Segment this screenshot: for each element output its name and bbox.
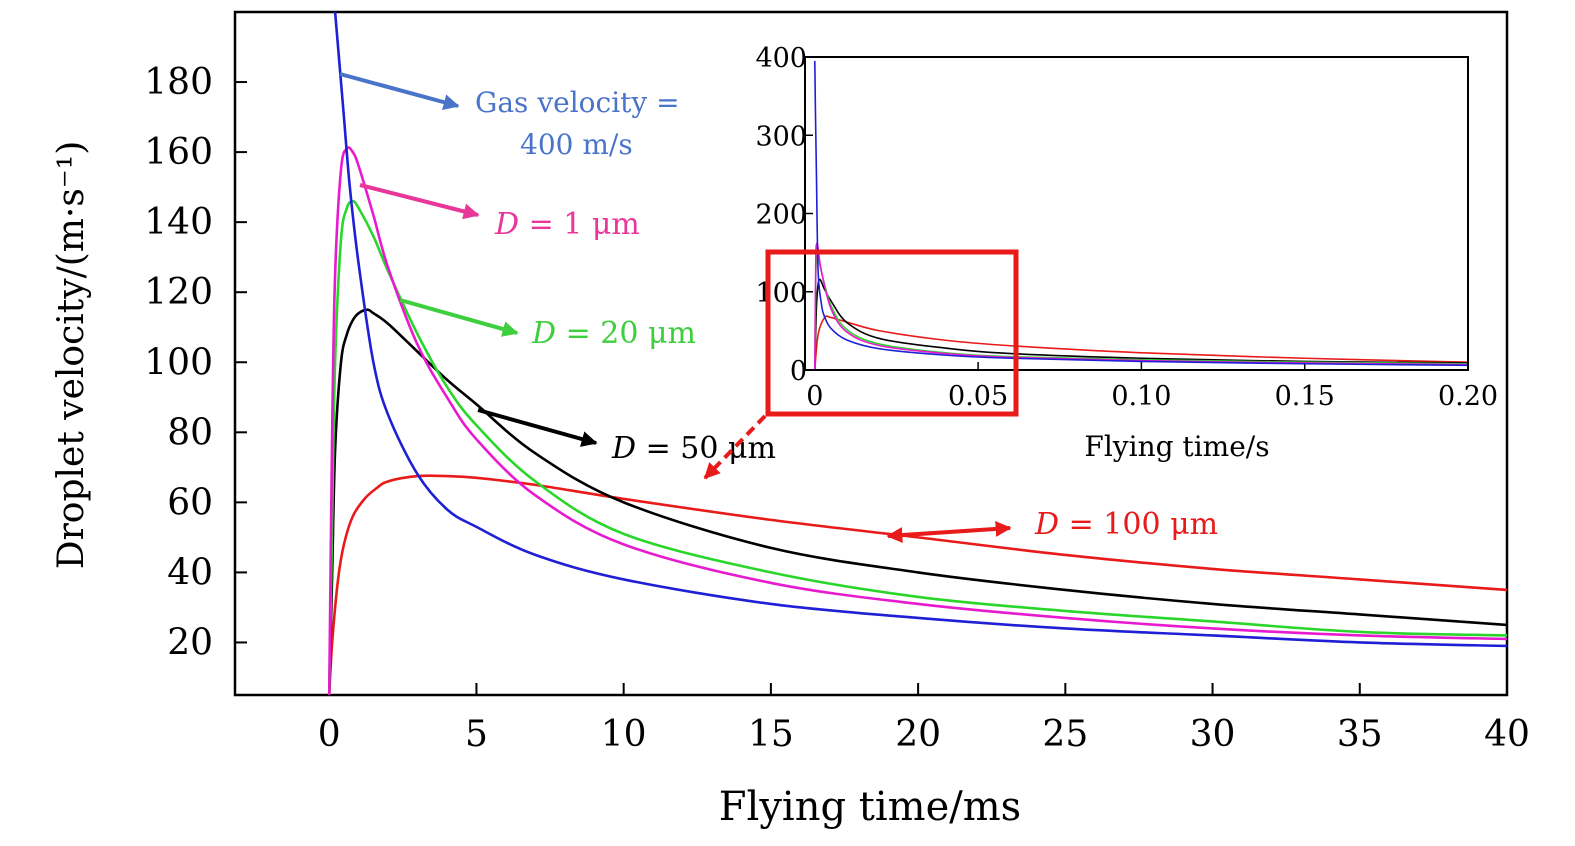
main-x-tick-label: 30: [1190, 714, 1236, 755]
main-series: [327, 12, 1507, 695]
main-x-tick-label: 35: [1337, 714, 1383, 755]
annotation-d1: D = 1 μm: [359, 183, 640, 242]
inset-y-tick-label: 400: [755, 43, 807, 74]
inset-x-tick-label: 0.20: [1438, 381, 1498, 412]
zoom-dashed-arrow: [703, 414, 767, 480]
annotation-d1-text: D = 1 μm: [494, 207, 640, 242]
inset-y-tick-label: 100: [755, 278, 807, 309]
inset-background: [805, 57, 1468, 370]
main-y-tick-label: 80: [167, 412, 213, 453]
inset-x-tick-label: 0.15: [1275, 381, 1335, 412]
main-y-axis-label: Droplet velocity/(m·s⁻¹): [51, 141, 92, 570]
main-series-line-2: [327, 199, 1507, 695]
main-x-tick-label: 15: [748, 714, 794, 755]
inset-plot-frame: [804, 56, 1469, 371]
annotation-arrow-d50: [477, 408, 598, 447]
annotation-d100-text: D = 100 μm: [1034, 507, 1218, 542]
main-y-tick-label: 100: [144, 342, 213, 383]
inset-y-tick-label: 300: [755, 121, 807, 152]
main-y-tick-label: 160: [144, 132, 213, 173]
annotation-arrow-d100: [886, 520, 1012, 544]
inset-x-tick-label: 0.10: [1111, 381, 1171, 412]
annotation-gas-line1: Gas velocity =: [475, 86, 680, 119]
annotation-arrow-gas: [339, 72, 460, 110]
annotation-d50: D = 50 μm: [477, 408, 776, 466]
annotation-gas-line2: 400 m/s: [520, 128, 633, 161]
main-x-tick-label: 5: [465, 714, 488, 755]
main-series-line-4: [327, 474, 1507, 695]
annotation-d50-text: D = 50 μm: [611, 431, 776, 466]
main-y-tick-label: 20: [167, 622, 213, 663]
main-y-tick-label: 180: [144, 62, 213, 103]
main-x-tick-label: 25: [1042, 714, 1088, 755]
annotation-gas-velocity: Gas velocity = 400 m/s: [339, 72, 680, 161]
main-y-tick-label: 120: [144, 272, 213, 313]
main-x-tick-label: 10: [601, 714, 647, 755]
main-x-axis-label: Flying time/ms: [719, 784, 1021, 830]
main-x-tick-label: 40: [1484, 714, 1530, 755]
annotation-d20-text: D = 20 μm: [531, 316, 696, 351]
inset-y-tick-label: 0: [790, 356, 807, 387]
inset-series-line-0: [814, 60, 1468, 367]
main-x-tick-label: 20: [895, 714, 941, 755]
main-plot-frame: [233, 10, 1509, 697]
annotation-d100: D = 100 μm: [886, 507, 1218, 544]
inset-x-axis-label: Flying time/s: [1084, 430, 1269, 463]
inset-ticks: 0 0.05 0.10 0.15 0.20 0 100 200 300 400: [755, 43, 1498, 412]
inset-x-tick-label: 0.05: [948, 381, 1008, 412]
annotation-arrow-d1: [359, 183, 480, 220]
main-y-tick-label: 40: [167, 552, 213, 593]
main-y-tick-label: 60: [167, 482, 213, 523]
main-series-line-3: [327, 308, 1507, 695]
zoom-highlight-box: [765, 249, 1019, 417]
main-series-line-1: [327, 146, 1507, 695]
main-ticks: 0 5 10 15 20 25 30 35 40 20 40 60 80 100 120 140 160 180: [144, 62, 1530, 755]
annotation-arrow-d20: [399, 298, 519, 337]
inset-series: [814, 60, 1468, 370]
annotation-d20: D = 20 μm: [399, 298, 696, 351]
main-series-line-0: [333, 12, 1507, 648]
inset-y-tick-label: 200: [755, 200, 807, 231]
main-x-tick-label: 0: [318, 714, 341, 755]
main-y-tick-label: 140: [144, 202, 213, 243]
inset-x-tick-label: 0: [806, 381, 823, 412]
